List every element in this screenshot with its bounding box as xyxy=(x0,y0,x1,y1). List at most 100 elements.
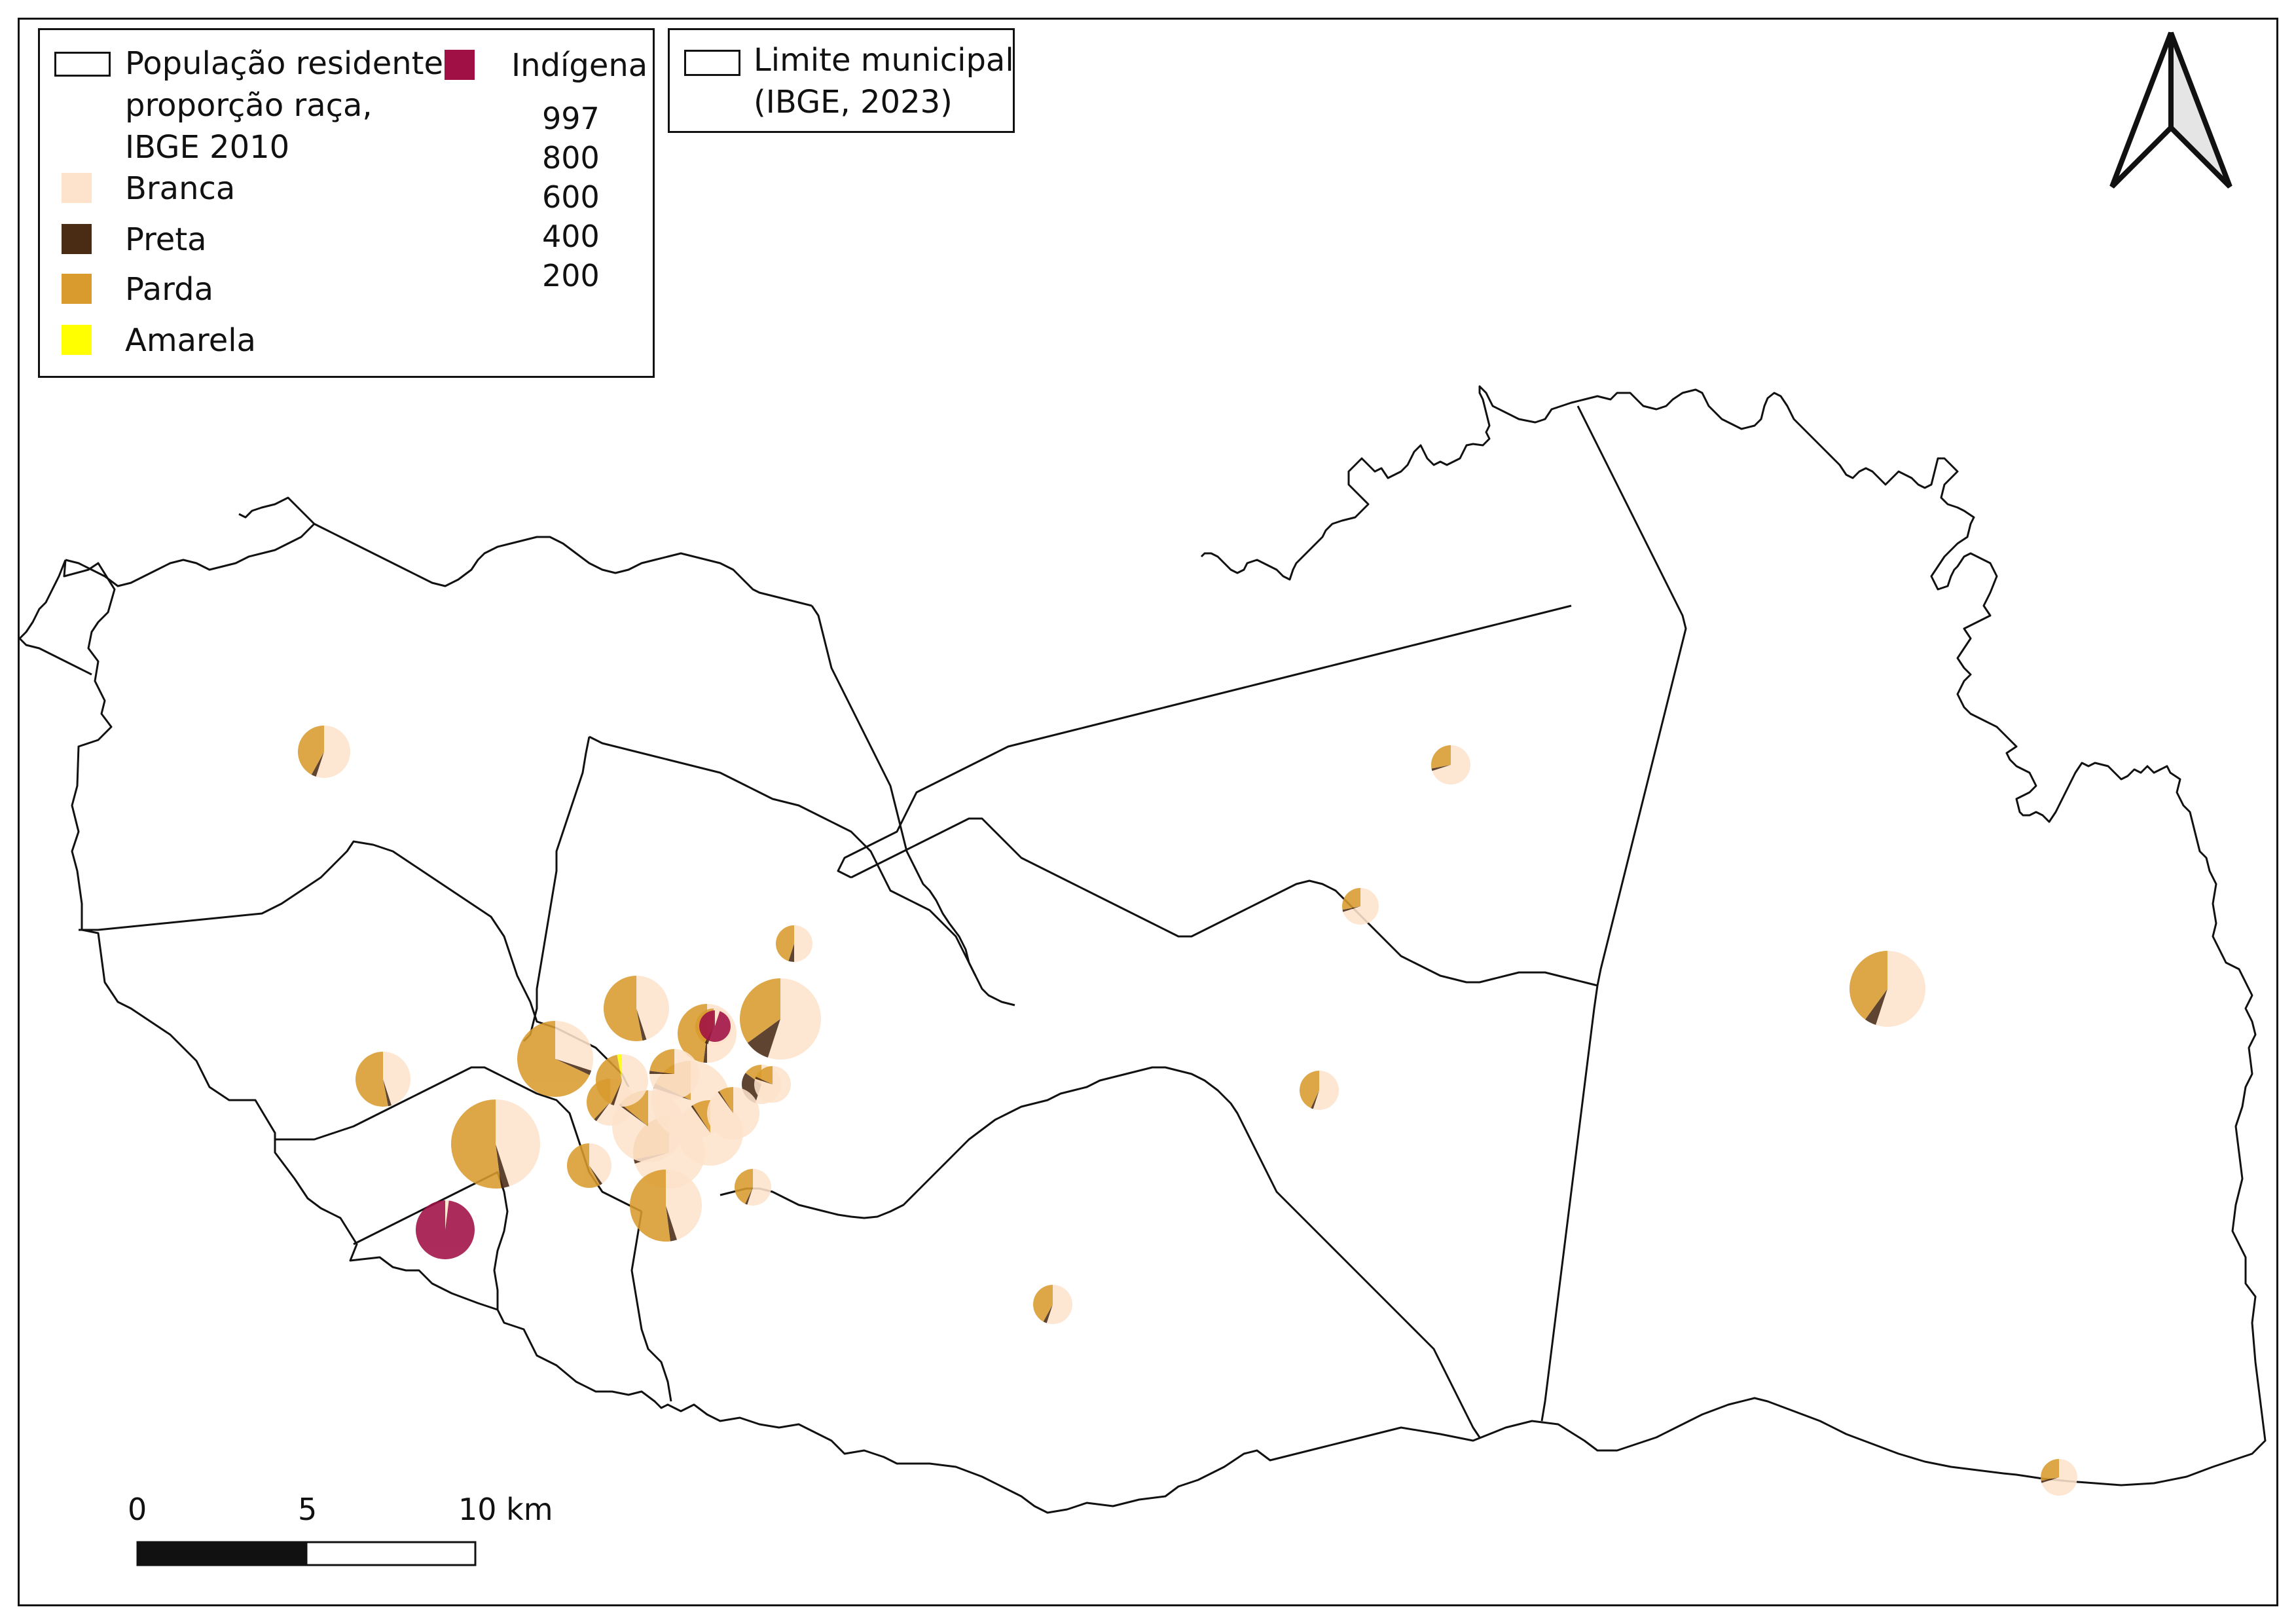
pie-slice-parda xyxy=(739,978,780,1043)
boundary-legend: Limite municipal (IBGE, 2023) xyxy=(668,28,1015,133)
legend-branca-label: Branca xyxy=(125,170,236,207)
pie-symbol xyxy=(1300,1071,1339,1110)
pie-slice-preta xyxy=(1865,989,1887,1025)
pie-slice-preta xyxy=(649,1071,674,1074)
pie-symbol xyxy=(630,1169,702,1242)
pie-slice-preta xyxy=(745,1187,753,1205)
map-frame xyxy=(18,18,2278,1606)
scale-label-5: 5 xyxy=(298,1492,318,1527)
race-legend: População residente proporção raça, IBGE… xyxy=(38,28,655,378)
pie-slice-branca xyxy=(715,1010,720,1026)
pie-slice-parda xyxy=(567,1143,600,1188)
pie-slice-preta xyxy=(555,1059,592,1075)
pie-slice-parda xyxy=(517,1021,590,1098)
pie-slice-branca xyxy=(636,975,670,1040)
pie-slice-parda xyxy=(775,925,794,961)
pie-symbol xyxy=(567,1143,612,1188)
legend-title-line1: População residente xyxy=(125,45,443,82)
pie-slice-preta xyxy=(311,752,324,777)
pie-slice-parda xyxy=(1033,1284,1053,1322)
pie-slice-branca xyxy=(445,1200,449,1230)
pie-slice-parda xyxy=(719,1087,733,1113)
pie-symbol xyxy=(734,1169,771,1206)
pie-symbol xyxy=(1342,888,1379,925)
pie-slice-parda xyxy=(693,1099,710,1133)
pie-slice-preta xyxy=(747,1019,780,1058)
pie-symbol xyxy=(1849,951,1926,1027)
north-arrow-icon xyxy=(2109,31,2232,189)
pie-symbol xyxy=(1431,745,1470,785)
pie-slice-preta xyxy=(496,1144,510,1189)
pie-slice-branca xyxy=(316,726,351,778)
pie-slice-parda xyxy=(298,726,324,775)
pie-slice-preta xyxy=(691,1105,710,1133)
pie-slice-preta xyxy=(610,1080,622,1106)
size-label-400: 400 xyxy=(542,219,600,254)
pie-symbol xyxy=(355,1052,411,1107)
pie-symbol xyxy=(450,1099,540,1189)
legend-parda-label: Parda xyxy=(125,271,213,308)
size-label-997: 997 xyxy=(542,101,600,136)
pie-slice-preta xyxy=(636,1008,647,1041)
pie-slice-branca xyxy=(666,1170,702,1240)
pie-slice-preta xyxy=(589,1166,602,1185)
pie-symbol xyxy=(775,925,812,962)
pie-slice-branca xyxy=(754,1066,791,1103)
size-label-600: 600 xyxy=(542,179,600,215)
pie-slice-branca xyxy=(1313,1071,1339,1110)
pie-slice-parda xyxy=(1300,1071,1319,1109)
pie-slice-branca xyxy=(1432,745,1470,785)
pie-symbol xyxy=(1033,1284,1073,1324)
pie-slice-preta xyxy=(1431,765,1451,771)
pie-slice-parda xyxy=(2041,1459,2059,1481)
pie-slice-preta xyxy=(666,1206,677,1242)
pie-slice-parda xyxy=(1342,888,1360,910)
pie-symbol xyxy=(517,1021,593,1098)
pie-symbol xyxy=(416,1200,475,1259)
pie-symbol xyxy=(649,1049,699,1099)
pie-slice-parda xyxy=(450,1099,501,1189)
branca-swatch xyxy=(62,173,92,203)
size-label-200: 200 xyxy=(542,258,600,293)
size-label-800: 800 xyxy=(542,140,600,175)
parda-swatch xyxy=(62,274,92,304)
pie-symbol xyxy=(298,726,351,778)
pie-slice-parda xyxy=(1849,951,1887,1020)
pie-slice-preta xyxy=(619,1103,648,1126)
pie-slice-branca xyxy=(747,1169,771,1206)
pie-slice-branca xyxy=(1046,1285,1073,1324)
scale-bar xyxy=(136,1541,477,1566)
pie-slice-parda xyxy=(595,1054,622,1105)
pie-slice-branca xyxy=(383,1052,411,1105)
legend-amarela-label: Amarela xyxy=(125,322,256,359)
pie-symbol xyxy=(739,978,822,1060)
pie-slice-preta xyxy=(788,944,794,962)
preta-swatch xyxy=(62,224,92,254)
scale-label-0: 0 xyxy=(128,1492,147,1527)
pie-slice-branca xyxy=(1343,888,1379,925)
pie-slice-preta xyxy=(755,1077,773,1084)
pie-slice-parda xyxy=(355,1052,388,1107)
pie-slice-parda xyxy=(630,1169,670,1242)
pie-slice-amarela xyxy=(617,1054,622,1080)
pie-slice-preta xyxy=(2041,1477,2059,1483)
pie-slice-preta xyxy=(1043,1304,1053,1323)
pie-symbol xyxy=(604,975,670,1041)
amarela-swatch xyxy=(62,325,92,355)
legend-preta-label: Preta xyxy=(125,221,207,258)
pie-slice-parda xyxy=(1431,745,1451,769)
pie-slice-preta xyxy=(718,1091,733,1113)
boundary-outline xyxy=(63,385,2267,1514)
pie-slice-branca xyxy=(707,1087,760,1139)
pie-slice-branca xyxy=(496,1099,540,1187)
pie-symbol xyxy=(699,1010,731,1043)
pie-slice-branca xyxy=(555,1021,593,1071)
pie-slice-indigena xyxy=(416,1200,475,1259)
municipal-boundaries xyxy=(18,385,2267,1514)
pie-symbol xyxy=(2041,1459,2077,1496)
population-pie-symbols xyxy=(298,726,2077,1496)
pie-slice-preta xyxy=(1311,1090,1319,1109)
pie-slice-parda xyxy=(756,1066,773,1084)
pie-symbol xyxy=(754,1066,791,1103)
